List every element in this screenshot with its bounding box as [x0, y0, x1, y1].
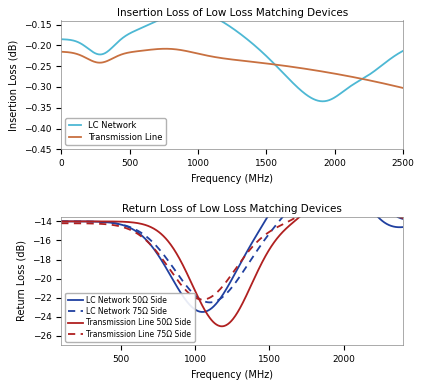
Legend: LC Network, Transmission Line: LC Network, Transmission Line — [66, 118, 166, 145]
X-axis label: Frequency (MHz): Frequency (MHz) — [191, 173, 273, 184]
Legend: LC Network 50Ω Side, LC Network 75Ω Side, Transmission Line 50Ω Side, Transmissi: LC Network 50Ω Side, LC Network 75Ω Side… — [65, 293, 195, 341]
Y-axis label: Insertion Loss (dB): Insertion Loss (dB) — [8, 39, 18, 130]
Title: Return Loss of Low Loss Matching Devices: Return Loss of Low Loss Matching Devices — [122, 204, 342, 215]
Y-axis label: Return Loss (dB): Return Loss (dB) — [17, 241, 27, 322]
X-axis label: Frequency (MHz): Frequency (MHz) — [191, 370, 273, 380]
Title: Insertion Loss of Low Loss Matching Devices: Insertion Loss of Low Loss Matching Devi… — [117, 8, 348, 18]
